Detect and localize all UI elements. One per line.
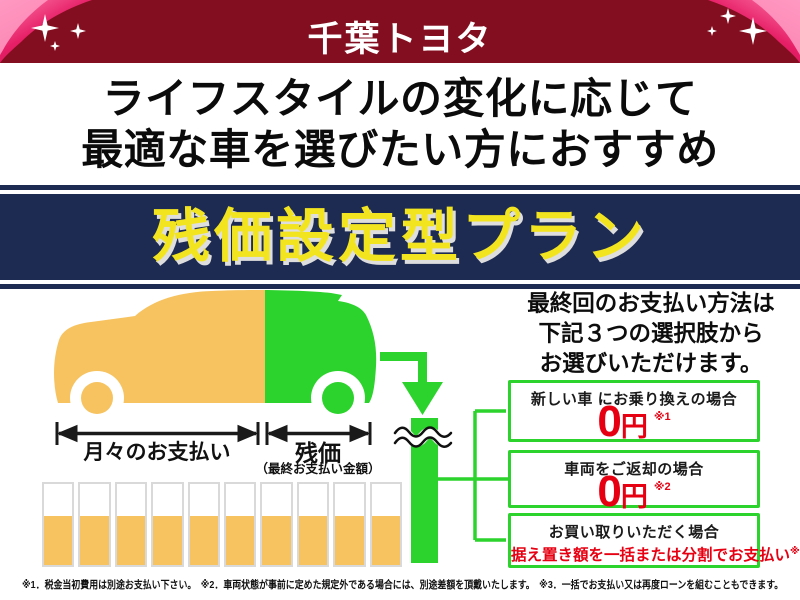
monthly-bar bbox=[296, 482, 330, 567]
intro-line-2: 下記３つの選択肢から bbox=[538, 321, 764, 346]
headline-line-2: 最適な車を選びたい方におすすめ bbox=[81, 126, 719, 173]
option-amount: 0 円 ※1 bbox=[511, 397, 757, 446]
footnote-ref: ※3 bbox=[790, 546, 800, 557]
option-detail: 据え置き額を一括または分割でお支払い※3 bbox=[511, 543, 800, 565]
monthly-bar-fill bbox=[298, 516, 328, 565]
option-box-trade-in: 新しい車 にお乗り換えの場合 0 円 ※1 bbox=[508, 380, 760, 446]
residual-down-arrow-icon bbox=[380, 352, 427, 382]
intro-line-3: お選びいただけます。 bbox=[539, 351, 763, 376]
amount-value: 0 bbox=[597, 397, 622, 446]
header-decoration bbox=[0, 0, 800, 63]
monthly-bar bbox=[151, 482, 184, 567]
ribbon-left-icon bbox=[0, 0, 92, 63]
monthly-bars bbox=[42, 482, 403, 567]
header-banner: 千葉トヨタ bbox=[0, 0, 800, 63]
monthly-bar-fill bbox=[371, 516, 401, 565]
option-title: 新しい車 にお乗り換えの場合 bbox=[530, 391, 738, 408]
monthly-bar bbox=[114, 482, 148, 567]
monthly-bar bbox=[42, 482, 75, 567]
monthly-bar-fill bbox=[226, 516, 255, 565]
headline: ライフスタイルの変化に応じて 最適な車を選びたい方におすすめ bbox=[0, 63, 800, 185]
dimension-arrows bbox=[55, 422, 372, 445]
option-box-return: 車両をご返却の場合 0 円 ※2 bbox=[508, 450, 760, 514]
monthly-bar bbox=[369, 482, 403, 567]
divider-rule-top bbox=[0, 185, 800, 190]
monthly-bar-fill bbox=[80, 516, 109, 565]
monthly-payment-label: 月々のお支払い bbox=[83, 441, 231, 464]
monthly-bar bbox=[224, 482, 257, 567]
monthly-bar bbox=[78, 482, 111, 567]
monthly-bar-fill bbox=[335, 516, 364, 565]
ribbon-right-icon bbox=[708, 0, 800, 63]
amount-unit: 円 bbox=[620, 412, 648, 442]
footnote-ref: ※1 bbox=[653, 410, 671, 423]
monthly-bar bbox=[333, 482, 366, 567]
plan-banner: 残価設定型プラン bbox=[0, 194, 800, 280]
rear-wheel-icon bbox=[311, 371, 365, 425]
break-lines-icon bbox=[389, 426, 457, 448]
monthly-bar-fill bbox=[189, 516, 219, 565]
intro-line-1: 最終回のお支払い方法は bbox=[527, 291, 775, 316]
option-amount: 0 円 ※2 bbox=[511, 467, 757, 516]
residual-arrowhead-icon bbox=[402, 382, 443, 415]
residual-value-label: 残価 bbox=[295, 440, 341, 466]
amount-unit: 円 bbox=[620, 482, 648, 512]
front-wheel-icon bbox=[70, 371, 124, 425]
option-title: 車両をご返却の場合 bbox=[564, 461, 704, 478]
monthly-bar bbox=[187, 482, 221, 567]
monthly-bar-fill bbox=[262, 516, 291, 565]
headline-line-1: ライフスタイルの変化に応じて bbox=[102, 74, 698, 122]
monthly-bar-fill bbox=[44, 516, 73, 565]
connector-lines bbox=[438, 409, 508, 542]
dealer-logo: 千葉トヨタ bbox=[307, 20, 493, 59]
amount-value: 0 bbox=[597, 467, 622, 516]
option-title: お買い取りいただく場合 bbox=[548, 524, 720, 541]
divider-rule-bottom bbox=[0, 284, 800, 289]
monthly-bar bbox=[260, 482, 293, 567]
residual-value-sublabel: （最終お支払い金額） bbox=[255, 462, 381, 476]
monthly-bar-fill bbox=[116, 516, 146, 565]
plan-title: 残価設定型プラン bbox=[151, 204, 648, 269]
sparkle-icons bbox=[31, 8, 767, 51]
option-box-purchase: お買い取りいただく場合 据え置き額を一括または分割でお支払い※3 bbox=[508, 513, 800, 568]
monthly-bar-fill bbox=[153, 516, 182, 565]
payment-diagram bbox=[54, 289, 508, 563]
options-intro: 最終回のお支払い方法は 下記３つの選択肢から お選びいただけます。 bbox=[500, 289, 800, 379]
footnote-ref: ※2 bbox=[653, 480, 671, 493]
footnotes: ※1．税金当初費用は別途お支払い下さい。 ※2．車両状態が事前に定めた規定外であ… bbox=[22, 579, 784, 591]
